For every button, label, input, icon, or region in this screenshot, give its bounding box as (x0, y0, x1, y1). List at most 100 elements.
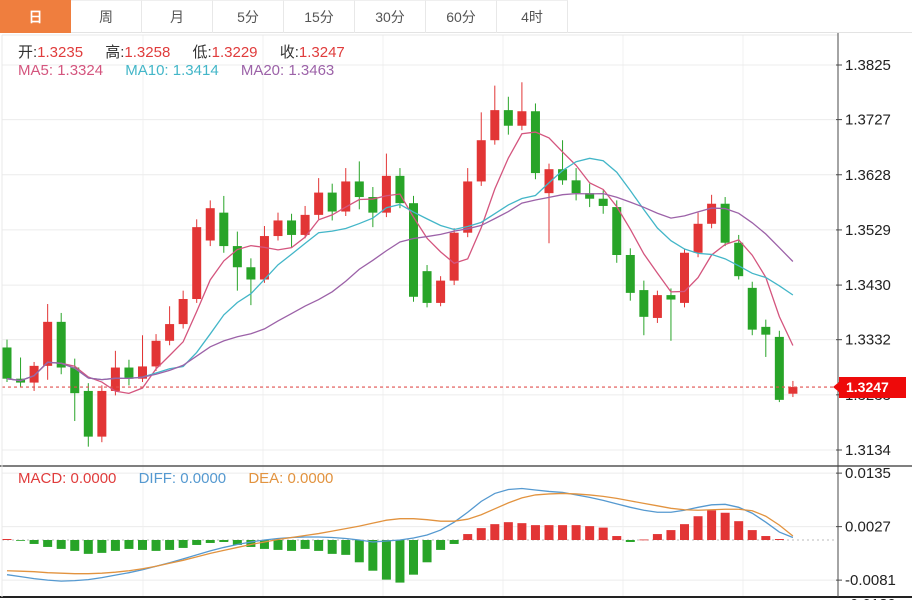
candle-body (178, 299, 188, 325)
macd-bar (625, 540, 635, 542)
candle-body (761, 326, 771, 335)
tab-week[interactable]: 周 (71, 0, 142, 33)
candle-body (490, 110, 500, 141)
macd-bar (680, 524, 689, 540)
y-axis-tick: 0.0135 (845, 465, 891, 482)
candle-body (314, 192, 324, 215)
macd-bar (517, 523, 527, 540)
candle-body (110, 367, 120, 391)
candle-body (43, 321, 53, 366)
candle-body (395, 175, 405, 204)
macd-bar (395, 540, 405, 583)
ma10-value: 1.3414 (172, 62, 219, 79)
macd-label: MACD: (18, 470, 67, 487)
candle-body (680, 252, 689, 303)
candle-body (165, 324, 175, 341)
tab-60min[interactable]: 60分 (426, 0, 497, 33)
macd-bar (598, 527, 608, 540)
macd-bar (436, 540, 446, 550)
macd-bar (259, 540, 269, 549)
macd-bar (354, 540, 364, 563)
candle-body (2, 347, 12, 379)
macd-bar (558, 525, 568, 540)
macd-bar (97, 540, 107, 553)
macd-bar (449, 540, 459, 544)
open-value: 1.3235 (37, 44, 84, 61)
candle-body (422, 271, 432, 303)
tab-day[interactable]: 日 (0, 0, 71, 33)
macd-bar (273, 540, 283, 550)
tab-30min[interactable]: 30分 (355, 0, 426, 33)
candle-body (287, 220, 297, 235)
ohlc-legend: 开:1.3235 高:1.3258 低:1.3229 收:1.3247 (18, 41, 363, 62)
candle-body (463, 181, 473, 233)
macd-bar (503, 522, 513, 540)
macd-bar (476, 528, 486, 540)
candle-body (246, 267, 256, 280)
macd-bar (530, 525, 540, 540)
candle-body (598, 198, 608, 206)
low-value: 1.3229 (211, 44, 258, 61)
macd-bar (43, 540, 53, 547)
tab-5min[interactable]: 5分 (213, 0, 284, 33)
macd-bar (56, 540, 66, 549)
diff-line (6, 487, 794, 582)
macd-bar (463, 534, 473, 540)
candle-body (544, 169, 554, 194)
close-label: 收: (279, 44, 299, 61)
macd-value: 0.0000 (70, 470, 117, 487)
macd-bar (639, 539, 649, 541)
candle-body (151, 340, 161, 367)
macd-bar (422, 540, 432, 563)
candle-body (56, 321, 66, 368)
candle-body (219, 212, 229, 247)
macd-bar (761, 536, 771, 540)
ma5-line (6, 131, 794, 395)
high-value: 1.3258 (124, 44, 171, 61)
candle-body (503, 110, 513, 126)
candle-body (354, 181, 364, 198)
macd-bar (205, 540, 215, 543)
candle-body (449, 232, 459, 281)
candle-body (720, 203, 730, 243)
candlestick-macd-canvas[interactable]: 1.3825 1.3727 1.3628 1.3529 1.3430 1.3332 1.32… (0, 33, 912, 600)
candle-body (300, 214, 310, 235)
macd-bar (585, 526, 595, 540)
tab-4hour[interactable]: 4时 (497, 0, 568, 33)
chart-area[interactable]: 1.3825 1.3727 1.3628 1.3529 1.3430 1.3332 1.32… (0, 33, 912, 600)
open-label: 开: (18, 44, 38, 61)
macd-bar (178, 540, 188, 548)
dea-label: DEA: (248, 470, 284, 487)
macd-bar (381, 540, 391, 580)
y-axis-tick-clipped: -0.0189 (845, 596, 896, 600)
tab-month[interactable]: 月 (142, 0, 213, 33)
ma5-value: 1.3324 (57, 62, 104, 79)
candle-body (70, 367, 80, 394)
tab-15min[interactable]: 15分 (284, 0, 355, 33)
candle-body (707, 203, 717, 224)
macd-bar (409, 540, 418, 575)
candle-body (409, 203, 418, 297)
ma20-line (6, 192, 794, 382)
ma20-label: MA20: (240, 62, 285, 79)
macd-bar (774, 539, 784, 540)
price-tag-arrow-icon (833, 382, 839, 393)
price-tag-value: 1.3247 (846, 379, 889, 396)
candle-body (774, 336, 784, 400)
low-label: 低: (192, 44, 212, 61)
macd-bar (666, 530, 676, 540)
high-label: 高: (105, 44, 125, 61)
y-axis-tick: 1.3727 (845, 112, 891, 129)
candle-body (612, 207, 622, 255)
close-value: 1.3247 (298, 44, 345, 61)
macd-bar (341, 540, 351, 555)
y-axis-tick: 0.0027 (845, 519, 891, 536)
candle-body (381, 175, 391, 213)
macd-bar (16, 540, 26, 541)
y-axis-tick: -0.0081 (845, 572, 896, 589)
macd-bar (747, 530, 757, 540)
macd-bar (124, 540, 134, 549)
candle-body (747, 287, 757, 330)
diff-value: 0.0000 (180, 470, 227, 487)
candle-body (558, 169, 568, 181)
